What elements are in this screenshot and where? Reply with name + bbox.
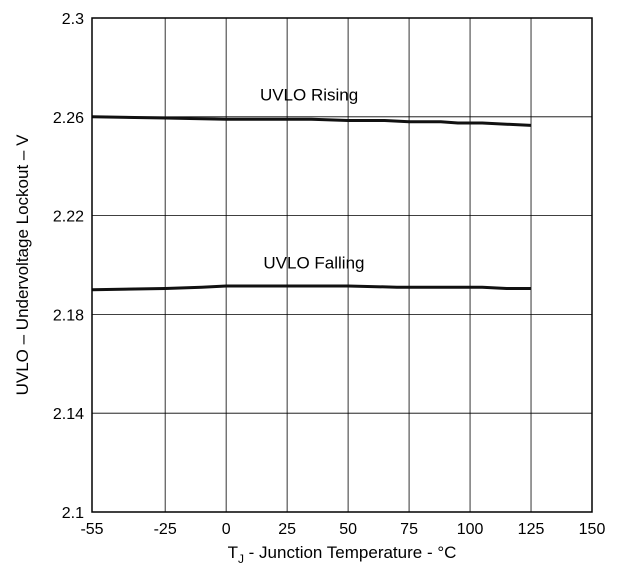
series-annotations: UVLO Rising UVLO Falling bbox=[260, 86, 365, 273]
y-tick-label: 2.26 bbox=[53, 110, 84, 127]
x-tick-label: 50 bbox=[339, 521, 357, 538]
x-tick-label: 150 bbox=[579, 521, 606, 538]
y-tick-label: 2.18 bbox=[53, 307, 84, 324]
x-axis-label-rest: - Junction Temperature - °C bbox=[244, 543, 456, 562]
x-axis-label: TJ - Junction Temperature - °C bbox=[228, 543, 457, 566]
x-tick-label: 75 bbox=[400, 521, 418, 538]
x-tick-label: 25 bbox=[278, 521, 296, 538]
x-tick-label: 0 bbox=[222, 521, 231, 538]
y-tick-label: 2.22 bbox=[53, 209, 84, 226]
series-annotation: UVLO Falling bbox=[263, 254, 364, 273]
y-tick-labels: 2.1 2.14 2.18 2.22 2.26 2.3 bbox=[53, 11, 84, 522]
x-axis-label-subscript: J bbox=[238, 552, 244, 566]
y-axis-label: UVLO – Undervoltage Lockout – V bbox=[13, 134, 32, 395]
y-tick-label: 2.3 bbox=[62, 11, 84, 28]
x-tick-label: -25 bbox=[154, 521, 177, 538]
series-line-uvlo-falling bbox=[91, 284, 531, 292]
x-tick-label: -55 bbox=[80, 521, 103, 538]
series-line-uvlo-rising bbox=[91, 115, 532, 127]
x-axis-label-main: T bbox=[228, 543, 238, 562]
x-tick-label: 100 bbox=[457, 521, 484, 538]
y-tick-label: 2.14 bbox=[53, 406, 84, 423]
y-tick-label: 2.1 bbox=[62, 505, 84, 522]
x-tick-label: 125 bbox=[518, 521, 545, 538]
series-annotation: UVLO Rising bbox=[260, 86, 358, 105]
plot-frame bbox=[91, 17, 593, 513]
x-tick-labels: -55 -25 0 25 50 75 100 125 150 bbox=[80, 521, 605, 538]
series-lines bbox=[91, 115, 532, 292]
